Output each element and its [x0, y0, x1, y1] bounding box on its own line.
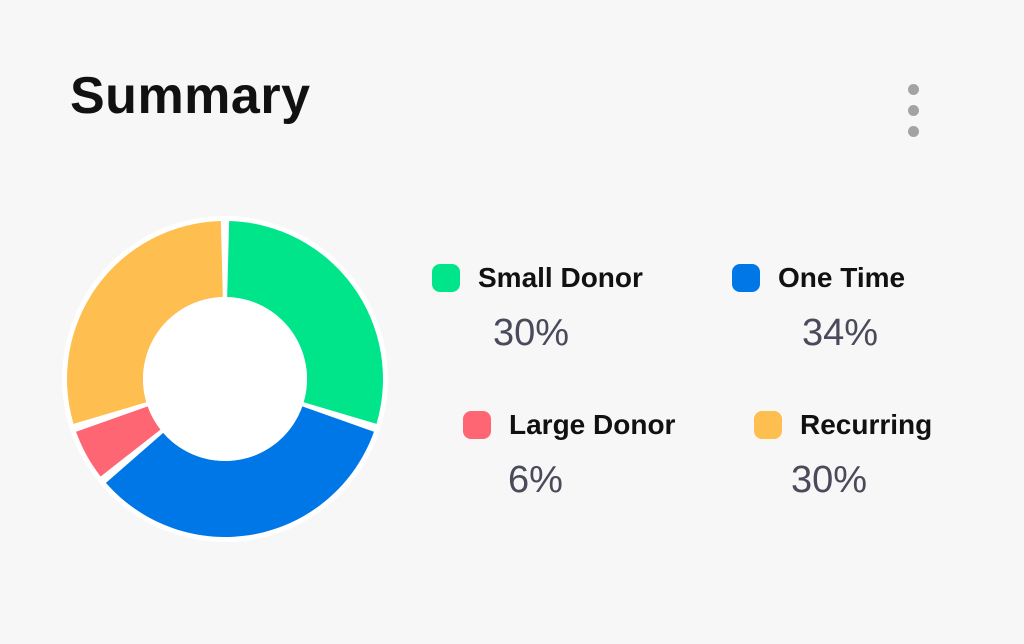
- donut-chart-svg: [62, 216, 388, 542]
- large-donor-swatch: [463, 411, 491, 439]
- menu-dot: [908, 105, 919, 116]
- donut-center: [143, 297, 307, 461]
- legend-item-large-donor: Large Donor 6%: [463, 405, 723, 525]
- legend-label-one-time: One Time: [778, 262, 906, 293]
- legend-item-recurring: Recurring 30%: [754, 405, 1014, 525]
- legend-head: One Time: [732, 258, 905, 298]
- legend-value-one-time: 34%: [802, 312, 879, 354]
- donut-slice-small-donor: [227, 221, 383, 424]
- legend-value-large-donor: 6%: [508, 459, 563, 501]
- more-vertical-icon[interactable]: [900, 84, 928, 138]
- donut-slice-recurring: [67, 221, 223, 424]
- donut-chart: [60, 214, 390, 544]
- donut-slice-one-time: [105, 406, 374, 538]
- legend-label-small-donor: Small Donor: [478, 262, 643, 293]
- legend-head: Large Donor: [463, 405, 675, 445]
- legend-item-one-time: One Time 34%: [732, 258, 992, 378]
- legend-value-small-donor: 30%: [493, 312, 570, 354]
- small-donor-swatch: [432, 264, 460, 292]
- legend-value-recurring: 30%: [791, 459, 868, 501]
- donut-slice-large-donor: [76, 406, 161, 477]
- legend-label-large-donor: Large Donor: [509, 409, 676, 440]
- legend-head: Small Donor: [432, 258, 643, 298]
- menu-dot: [908, 84, 919, 95]
- legend-label-recurring: Recurring: [800, 409, 933, 440]
- one-time-swatch: [732, 264, 760, 292]
- legend-head: Recurring: [754, 405, 932, 445]
- card-title: Summary: [70, 67, 311, 125]
- menu-dot: [908, 126, 919, 137]
- legend-item-small-donor: Small Donor 30%: [432, 258, 692, 378]
- recurring-swatch: [754, 411, 782, 439]
